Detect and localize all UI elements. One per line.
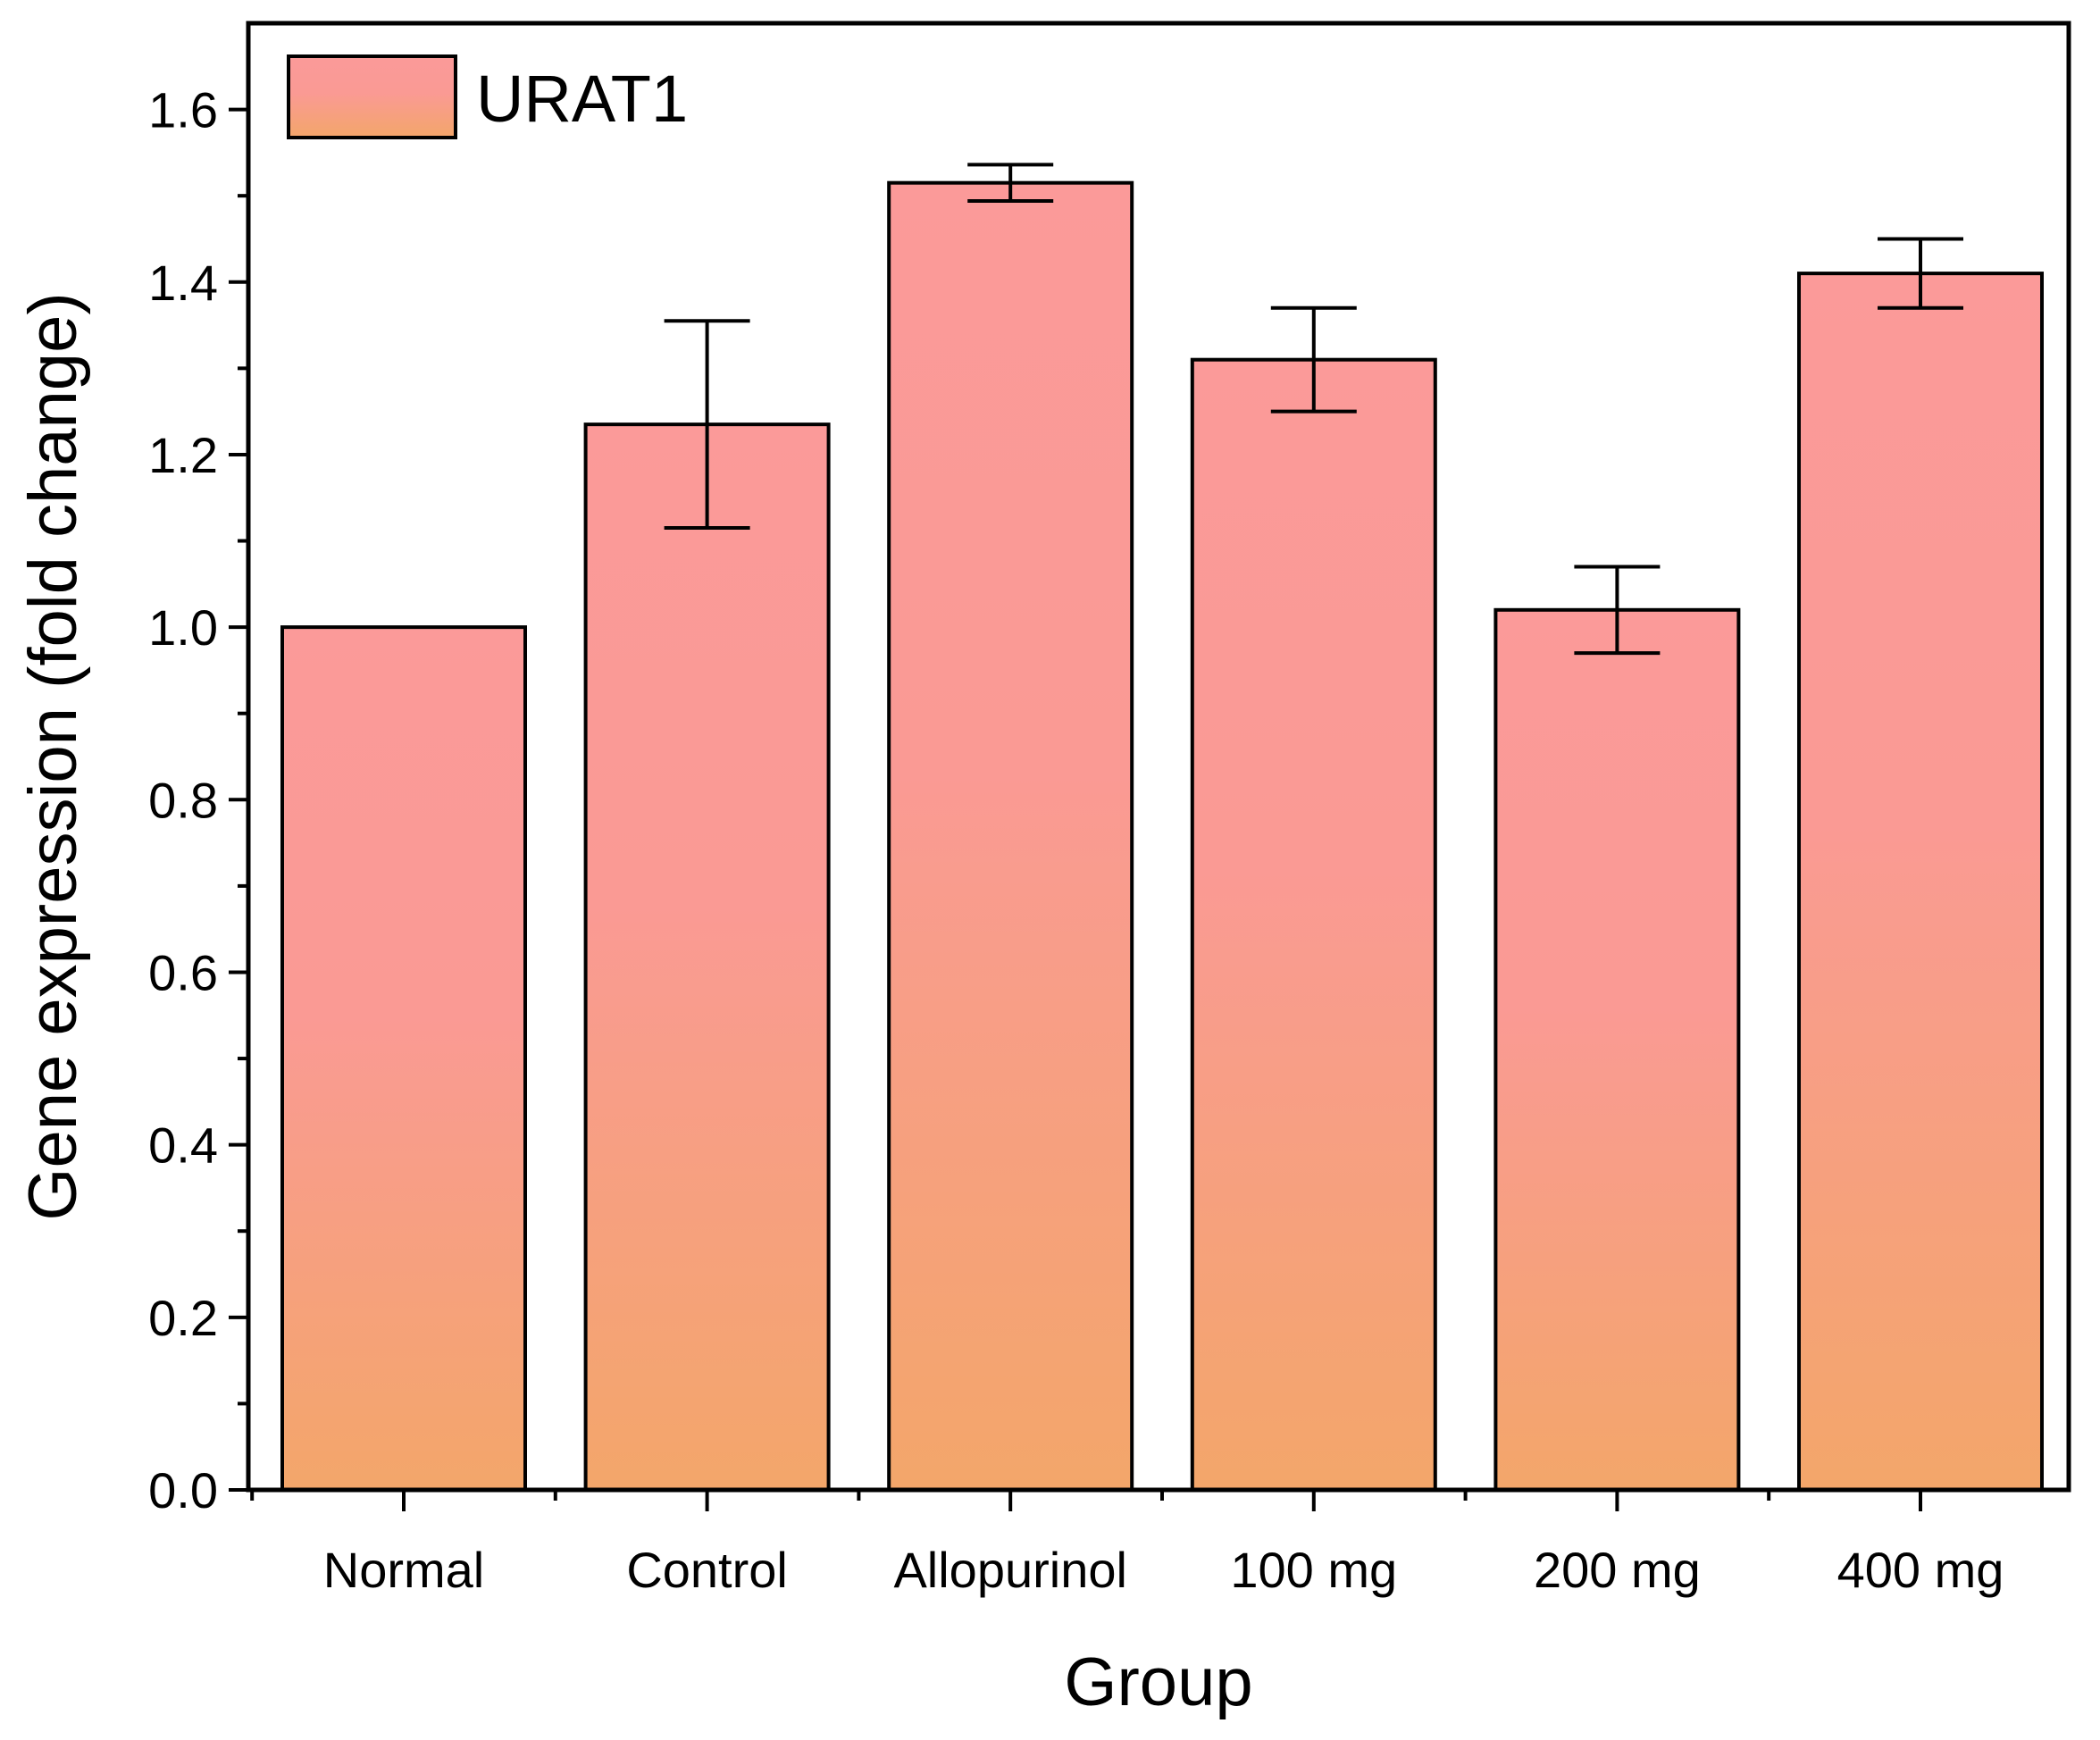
- y-tick-label: 0.0: [148, 1462, 218, 1518]
- y-tick-label: 0.4: [148, 1117, 218, 1174]
- legend-swatch: [287, 54, 457, 139]
- y-tick-label: 0.6: [148, 944, 218, 1000]
- x-tick-label: 100 mg: [1230, 1542, 1397, 1598]
- y-tick-label: 0.2: [148, 1290, 218, 1346]
- y-axis-title: Gene expression (fold change): [15, 292, 91, 1220]
- legend-label: URAT1: [476, 62, 688, 136]
- bar-allopurinol: [887, 180, 1134, 1492]
- error-bar-400-mg: [1878, 237, 1963, 310]
- x-tick-label: Control: [626, 1542, 788, 1598]
- x-tick-label: Normal: [323, 1542, 484, 1598]
- x-axis-title: Group: [1064, 1644, 1252, 1720]
- x-tick-label: 200 mg: [1534, 1542, 1701, 1598]
- bar-400-mg: [1797, 272, 2044, 1493]
- plot-frame: [246, 21, 2071, 1493]
- bar-200-mg: [1493, 607, 1741, 1492]
- y-tick-label: 0.8: [148, 772, 218, 828]
- error-bar-allopurinol: [967, 163, 1054, 203]
- y-tick-label: 1.4: [148, 255, 218, 311]
- error-bar-control: [664, 319, 750, 531]
- error-bar-100-mg: [1270, 305, 1357, 414]
- y-tick-label: 1.2: [148, 427, 218, 483]
- legend: URAT1: [287, 54, 688, 139]
- y-tick-label: 1.0: [148, 599, 218, 656]
- bar-100-mg: [1190, 357, 1437, 1493]
- x-tick-label: Allopurinol: [893, 1542, 1127, 1598]
- bar-control: [583, 422, 831, 1493]
- bar-normal: [280, 625, 527, 1492]
- error-bar-200-mg: [1574, 565, 1661, 656]
- y-tick-label: 1.6: [148, 82, 218, 138]
- x-tick-label: 400 mg: [1837, 1542, 2004, 1598]
